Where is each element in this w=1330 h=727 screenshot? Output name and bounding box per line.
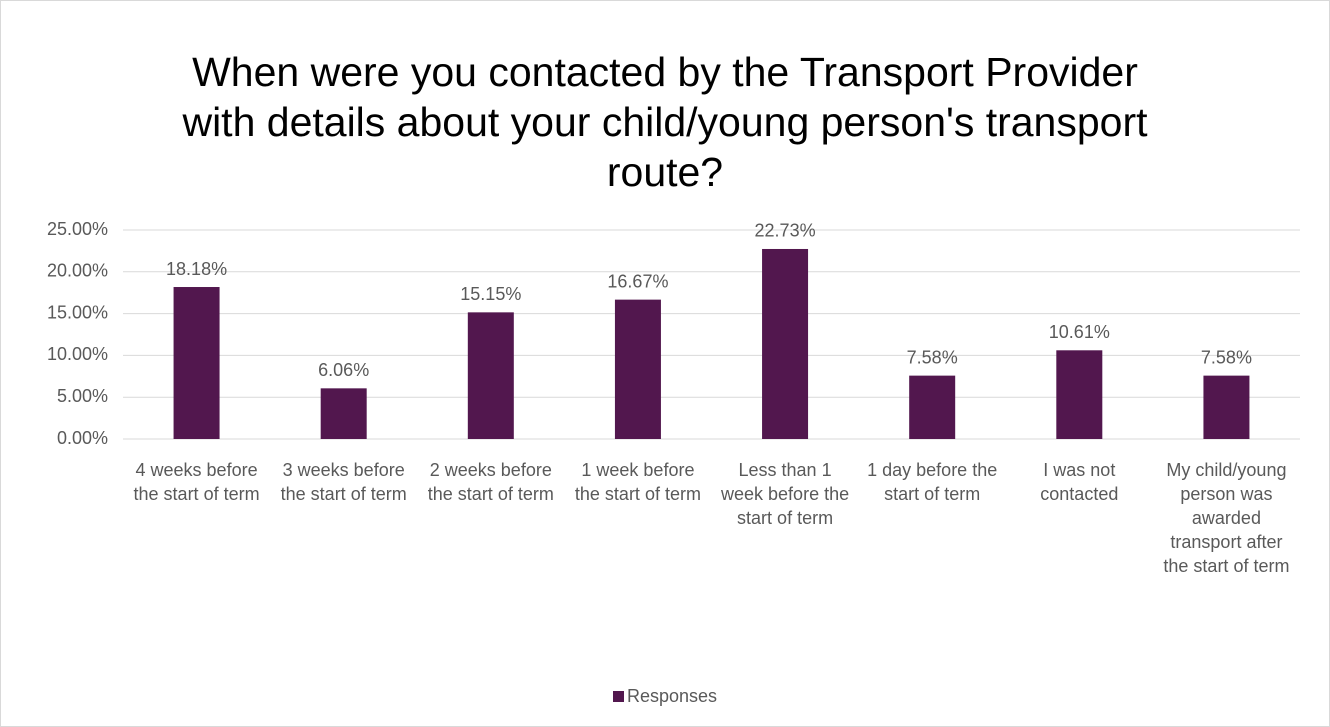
bar [614,299,661,439]
legend-swatch [612,691,624,702]
bar [1056,350,1103,439]
x-tick-label: My child/young person was awarded transp… [1163,460,1290,576]
bar [467,312,514,439]
y-tick-label: 15.00% [47,302,108,322]
data-label: 16.67% [607,271,668,291]
y-tick-label: 10.00% [47,344,108,364]
data-label: 22.73% [755,221,816,241]
bar [1203,375,1250,439]
x-tick-label: 1 week before the start of term [574,460,701,504]
data-label: 18.18% [166,259,227,279]
legend: Responses [0,686,1330,707]
bar [173,287,220,439]
y-tick-label: 20.00% [47,261,108,281]
y-tick-label: 0.00% [57,428,108,448]
data-label: 7.58% [907,347,958,367]
x-tick-label: Less than 1 week before the start of ter… [721,460,850,528]
x-tick-label: 3 weeks before the start of term [280,460,407,504]
x-tick-label: I was not contacted [1040,460,1119,504]
x-tick-label: 1 day before the start of term [867,460,998,504]
data-label: 15.15% [460,284,521,304]
bar [762,248,809,439]
legend-label: Responses [626,686,718,706]
data-label: 10.61% [1049,322,1110,342]
bar [320,388,367,439]
y-tick-label: 5.00% [57,386,108,406]
data-label: 6.06% [318,360,369,380]
chart-title: When were you contacted by the Transport… [182,49,1148,195]
y-tick-label: 25.00% [47,219,108,239]
data-label: 7.58% [1201,347,1252,367]
bar [909,375,956,439]
x-tick-label: 4 weeks before the start of term [133,460,260,504]
x-tick-label: 2 weeks before the start of term [427,460,554,504]
